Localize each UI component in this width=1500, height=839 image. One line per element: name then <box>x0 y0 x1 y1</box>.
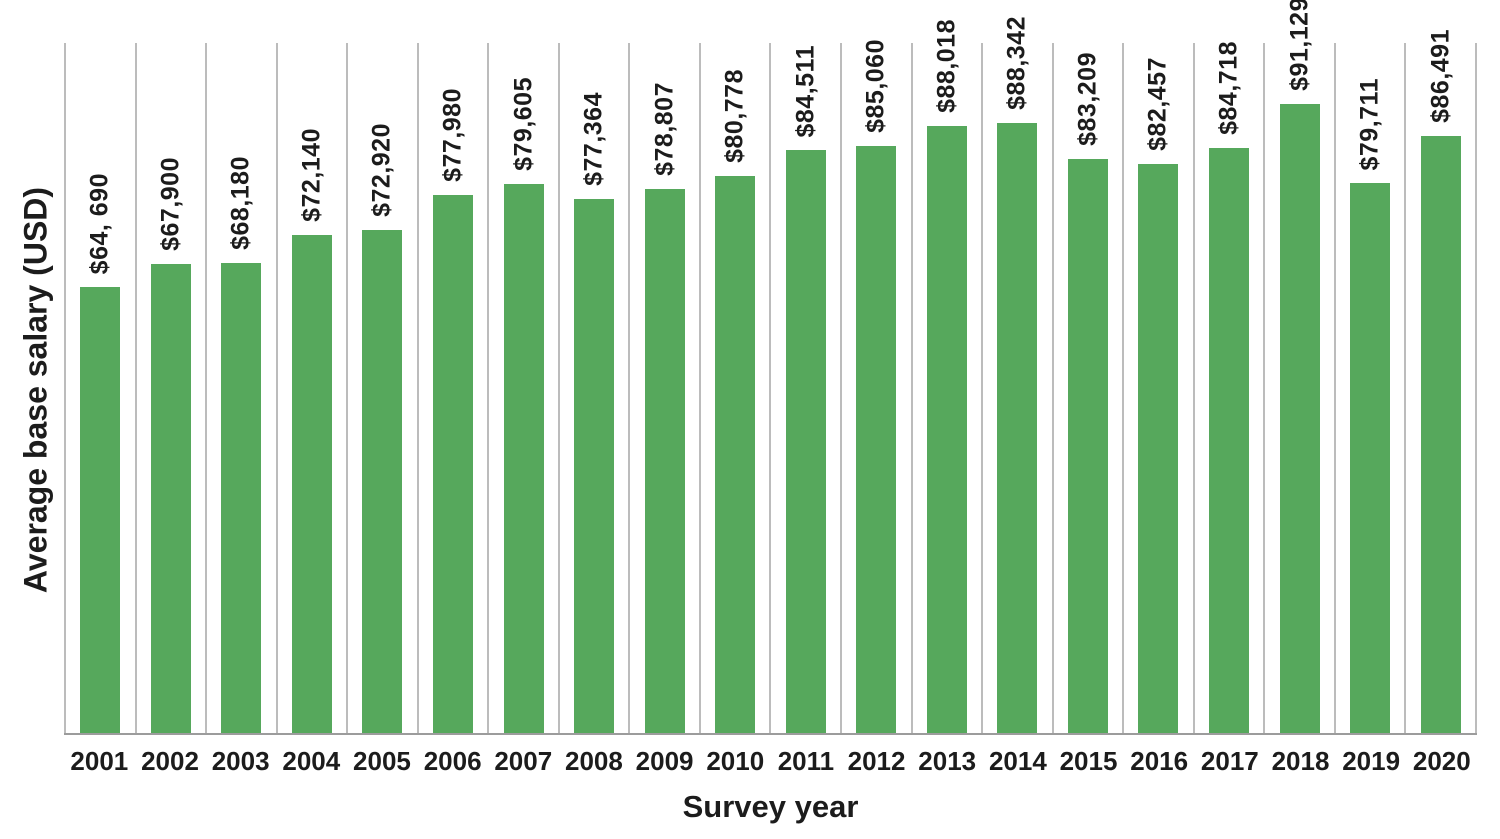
bar-2005 <box>362 230 403 733</box>
bar-value-label: $88,018 <box>932 19 961 113</box>
chart-column: $77,980 <box>416 43 488 733</box>
chart-column: $91,129 <box>1263 0 1334 733</box>
bar-2020 <box>1420 136 1461 733</box>
bar-2008 <box>574 199 615 733</box>
x-tick-label: 2002 <box>141 746 199 776</box>
bar-2019 <box>1350 183 1391 733</box>
bar-2002 <box>150 264 191 733</box>
x-tick-label: 2020 <box>1412 746 1471 776</box>
y-axis-title: Average base salary (USD) <box>17 186 54 594</box>
bar-value-label: $64, 690 <box>85 172 114 274</box>
bar-value-label: $67,900 <box>156 157 185 251</box>
x-axis-tick-labels: 2001 2002 2003 2004 2005 2006 2007 2008 2009 2010… <box>64 746 1477 777</box>
bar-2006 <box>433 195 473 733</box>
chart-column: $83,209 <box>1051 43 1123 733</box>
x-tick-label: 2014 <box>988 746 1047 776</box>
x-tick-label: 2015 <box>1059 746 1118 776</box>
x-tick-label: 2005 <box>353 746 411 776</box>
bar-2001 <box>80 287 121 733</box>
bar-value-label: $84,511 <box>790 44 819 138</box>
bar-2003 <box>221 263 262 733</box>
bar-value-label: $85,060 <box>861 39 890 133</box>
chart-column: $88,018 <box>910 19 982 733</box>
bar-value-label: $88,342 <box>1002 16 1031 110</box>
bar-2016 <box>1138 164 1179 733</box>
x-tick-label: 2012 <box>847 746 906 776</box>
chart-column: $79,711 <box>1333 43 1405 733</box>
plot-area: $64, 690 $67,900 $68,180 $72,140 $72,920 $77,… <box>64 0 1477 735</box>
chart-column: $68,180 <box>205 43 276 733</box>
chart-column: $67,900 <box>134 43 206 733</box>
x-tick-label: 2004 <box>282 746 341 776</box>
x-tick-label: 2019 <box>1342 746 1401 776</box>
chart-column: $80,778 <box>698 43 770 733</box>
bar-2013 <box>926 126 967 733</box>
bar-2017 <box>1209 148 1250 733</box>
bar-2011 <box>785 150 826 733</box>
bar-2004 <box>291 235 332 733</box>
bar-value-label: $79,605 <box>508 77 537 171</box>
x-tick-label: 2013 <box>918 746 977 776</box>
x-tick-label: 2008 <box>565 746 623 776</box>
bar-value-label: $77,364 <box>579 92 608 186</box>
bar-value-label: $68,180 <box>226 156 255 250</box>
bar-value-label: $72,140 <box>297 128 326 222</box>
bar-value-label: $84,718 <box>1214 41 1243 135</box>
bar-value-label: $82,457 <box>1143 57 1172 151</box>
chart-column: $82,457 <box>1122 43 1193 733</box>
bar-2007 <box>503 184 544 733</box>
bar-value-label: $78,807 <box>649 82 678 176</box>
x-tick-label: 2010 <box>706 746 765 776</box>
chart-column: $77,364 <box>557 43 629 733</box>
x-tick-label: 2001 <box>70 746 129 776</box>
bar-value-label: $80,778 <box>720 69 749 163</box>
bar-value-label: $79,711 <box>1355 77 1384 171</box>
x-tick-label: 2006 <box>423 746 482 776</box>
chart-column: $84,511 <box>769 43 840 733</box>
chart-column: $78,807 <box>628 43 699 733</box>
bar-2012 <box>856 146 897 733</box>
chart-column: $72,140 <box>275 43 347 733</box>
bar-2009 <box>644 189 685 733</box>
bar-2015 <box>1067 159 1108 733</box>
bar-value-label: $77,980 <box>438 88 467 182</box>
bar-2014 <box>997 123 1038 733</box>
bar-value-label: $91,129 <box>1284 0 1313 91</box>
bar-2018 <box>1279 104 1320 733</box>
x-tick-label: 2007 <box>494 746 553 776</box>
bar-value-label: $72,920 <box>367 123 396 217</box>
chart-column: $72,920 <box>346 43 417 733</box>
chart-column: $79,605 <box>487 43 558 733</box>
x-tick-label: 2017 <box>1200 746 1259 776</box>
bar-value-label: $86,491 <box>1425 29 1454 123</box>
chart-column: $86,491 <box>1404 29 1477 733</box>
x-axis-title: Survey year <box>682 789 859 824</box>
x-tick-label: 2003 <box>211 746 270 776</box>
chart-column: $84,718 <box>1192 41 1264 733</box>
x-tick-label: 2009 <box>635 746 694 776</box>
chart-column: $85,060 <box>840 39 911 733</box>
chart-column: $88,342 <box>981 16 1052 733</box>
bar-value-label: $83,209 <box>1073 52 1102 146</box>
x-tick-label: 2018 <box>1271 746 1330 776</box>
chart-column: $64, 690 <box>64 43 135 733</box>
bar-2010 <box>715 176 756 733</box>
x-tick-label: 2011 <box>777 746 835 776</box>
x-tick-label: 2016 <box>1130 746 1189 776</box>
